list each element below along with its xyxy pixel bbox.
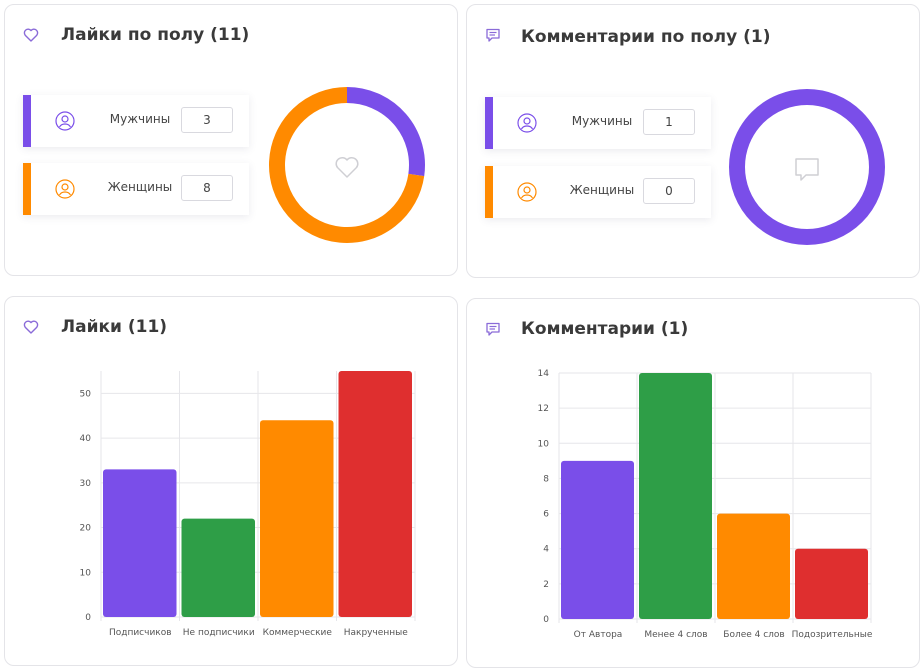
card-title: Лайки (11) [61,317,168,337]
x-tick-label: Менее 4 слов [644,630,707,640]
donut-slice-2 [269,87,425,243]
x-tick-label: Накрученные [344,628,408,638]
x-tick-label: От Автора [574,630,623,640]
stat-value: 0 [643,178,695,204]
y-tick-label: 10 [538,439,550,449]
user-icon [55,179,75,199]
comments-chart-card: Комментарии (1) 0 2 4 6 8 10 12 14 От Автора Мене… [466,298,920,668]
bar [639,373,712,619]
card-title: Комментарии (1) [521,319,689,339]
x-tick-label: Подозрительные [792,630,873,640]
comments-gender-card: Комментарии по полу (1) Мужчины 1 Женщин… [466,4,920,278]
comments-gender-donut [729,89,885,245]
comment-icon [795,158,819,181]
likes-gender-card: Лайки по полу (11) Мужчины 3 Женщины 8 [4,4,458,276]
x-tick-label: Более 4 слов [723,630,784,640]
bar [103,469,177,617]
stat-value: 3 [181,107,233,133]
likes-chart-card: Лайки (11) 0 10 20 30 40 50 Подписчиков Не подп… [4,296,458,666]
comment-icon [486,28,500,42]
y-tick-label: 14 [538,369,550,379]
heart-icon [23,28,39,42]
stat-row-female: Женщины 8 [23,163,249,215]
user-icon [517,182,537,202]
stat-color-bar [23,163,31,215]
user-icon [55,111,75,131]
stat-label: Женщины [569,183,635,197]
user-icon [517,113,537,133]
stat-row-female: Женщины 0 [485,166,711,218]
heart-icon [23,320,39,334]
bar [795,548,868,619]
stat-color-bar [485,166,493,218]
comments-bar-chart: 0 2 4 6 8 10 12 14 От Автора Менее 4 слов Более 4 … [538,369,873,640]
stat-label: Женщины [107,180,173,194]
y-tick-label: 30 [80,479,92,489]
y-tick-label: 6 [543,510,549,520]
y-tick-label: 12 [538,404,549,414]
y-tick-label: 0 [85,613,91,623]
stat-label: Мужчины [571,114,633,128]
card-title: Комментарии по полу (1) [521,27,771,47]
stat-color-bar [23,95,31,147]
x-tick-label: Коммерческие [263,628,333,638]
likes-gender-donut [269,87,425,243]
bar [338,371,412,617]
bar [717,513,790,619]
y-tick-label: 50 [80,389,92,399]
likes-bar-chart: 0 10 20 30 40 50 Подписчиков Не подписчики Комме… [80,371,416,638]
y-tick-label: 0 [543,615,549,625]
heart-icon [335,156,359,178]
bar [561,460,634,619]
stat-value: 8 [181,175,233,201]
card-title: Лайки по полу (11) [61,25,250,45]
x-tick-label: Не подписчики [183,628,255,638]
y-tick-label: 4 [543,545,549,555]
donut-slice-1 [346,87,425,177]
y-tick-label: 8 [543,474,549,484]
y-tick-label: 20 [80,524,92,534]
stat-label: Мужчины [109,112,171,126]
stat-color-bar [485,97,493,149]
y-tick-label: 10 [80,568,92,578]
y-tick-label: 2 [543,580,549,590]
bar [260,420,334,617]
comment-icon [486,322,500,336]
bar [181,518,255,617]
stat-value: 1 [643,109,695,135]
x-tick-label: Подписчиков [109,628,172,638]
stat-row-male: Мужчины 1 [485,97,711,149]
stat-row-male: Мужчины 3 [23,95,249,147]
y-tick-label: 40 [80,434,92,444]
donut-slice-1 [729,89,885,245]
